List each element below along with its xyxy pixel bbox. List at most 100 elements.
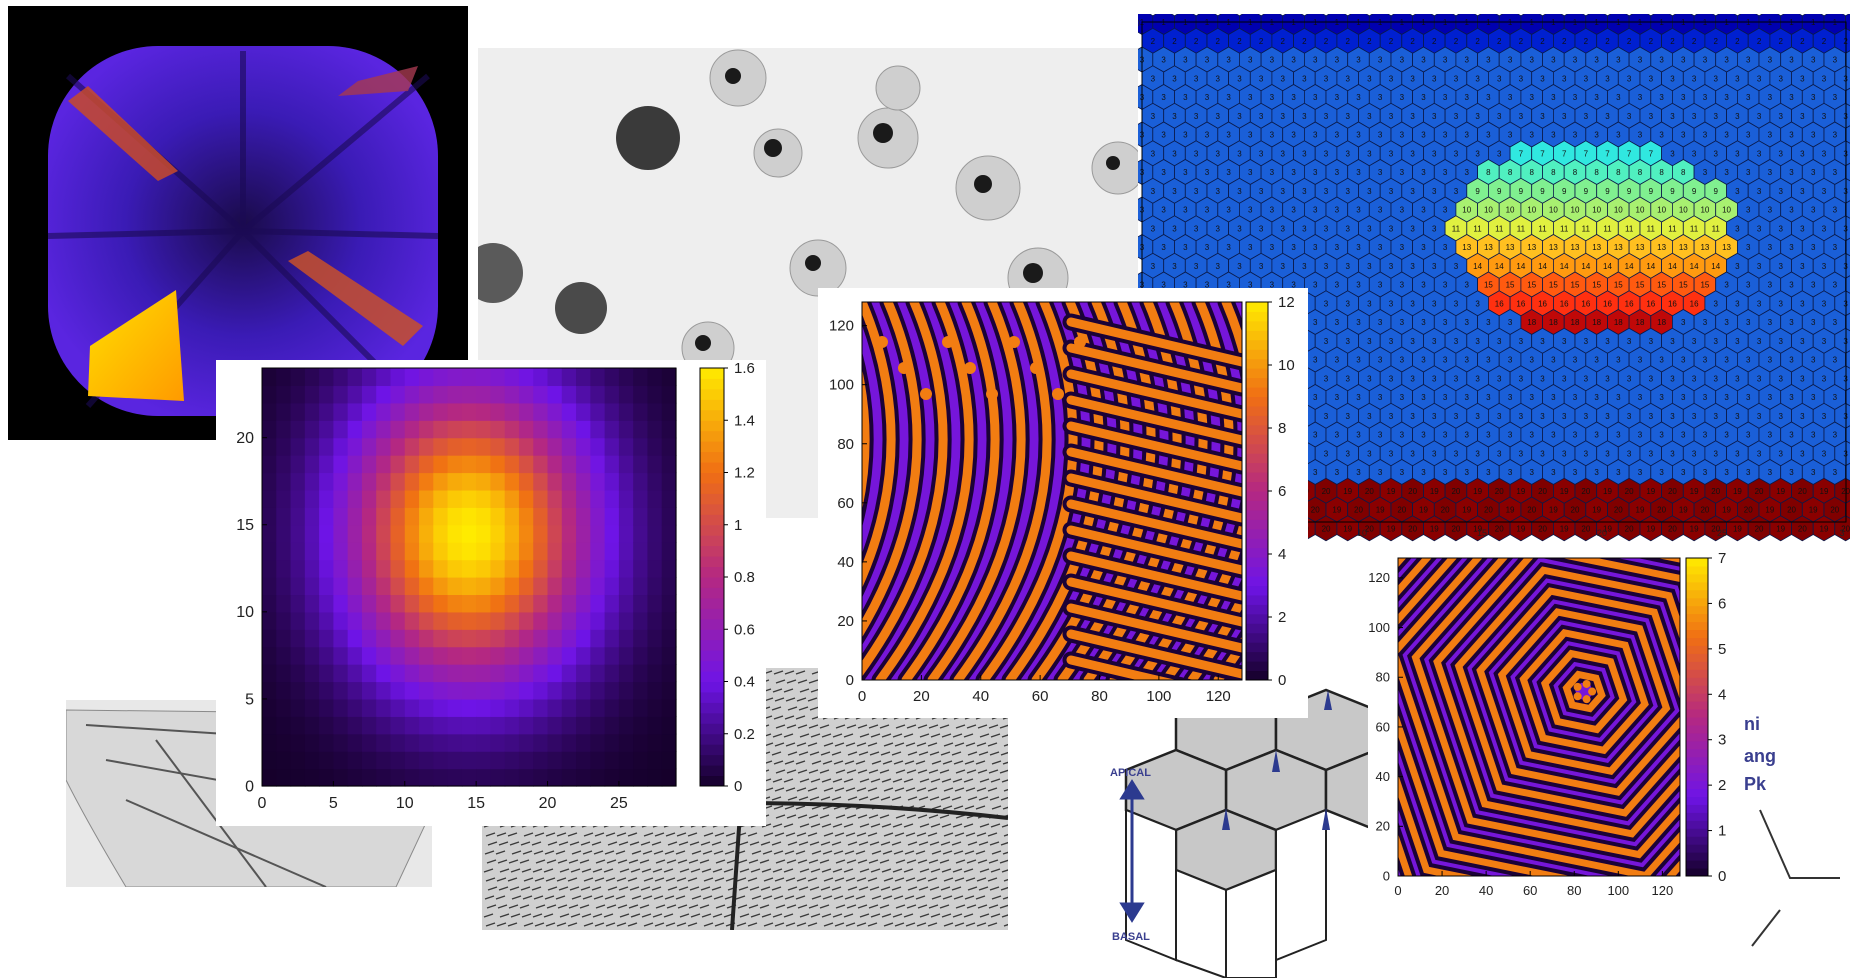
heatmap-cell (419, 646, 434, 665)
heatmap-cell (276, 681, 292, 700)
heatmap-cell (262, 524, 277, 543)
heatmap-cell (461, 664, 477, 683)
hex-cell-label: 3 (1584, 449, 1589, 458)
hex-cell-label: 3 (1421, 206, 1426, 215)
hex-cell-label: 3 (1443, 56, 1448, 65)
hex-cell-label: 3 (1345, 262, 1350, 271)
gaussian-x-tick-label: 0 (258, 795, 267, 812)
heatmap-cell (533, 698, 549, 717)
hex-cell-label: 13 (1614, 243, 1623, 252)
stripe-ridge (1562, 670, 1606, 713)
hex-cell-label: 3 (1172, 112, 1177, 121)
stripe-small-svg-y-tick-label: 20 (1376, 819, 1390, 834)
heatmap-cell (518, 629, 534, 648)
hex-cell-label: 3 (1410, 149, 1415, 158)
hex-cell-label: 8 (1659, 168, 1664, 177)
heatmap-cell (504, 768, 520, 787)
hex-cell-label: 2 (1627, 37, 1632, 46)
hex-cell-label: 3 (1454, 262, 1459, 271)
heatmap-cell (276, 611, 292, 630)
hex-cell-label: 3 (1486, 131, 1491, 140)
hex-cell-label: 3 (1226, 206, 1231, 215)
stripe-dot (920, 388, 932, 400)
colorbar-swatch (1686, 709, 1708, 718)
heatmap-cell (618, 577, 634, 596)
heatmap-cell (262, 594, 277, 613)
hex-cell-label: 3 (1746, 93, 1751, 102)
colorbar-swatch (1246, 405, 1268, 416)
heatmap-cell (618, 629, 634, 648)
colorbar-tick-label: 5 (1718, 641, 1726, 658)
hex-cell-label: 3 (1529, 356, 1534, 365)
hex-cell-label: 3 (1161, 93, 1166, 102)
stripe-ridge (1066, 447, 1242, 497)
hex-cell-label: 3 (1519, 112, 1524, 121)
hex-cell-label: 3 (1378, 93, 1383, 102)
heatmap-cell (633, 768, 649, 787)
heatmap-cell (504, 629, 520, 648)
hex-cell-label: 19 (1343, 524, 1352, 533)
colorbar-swatch (1686, 772, 1708, 782)
hex-cell-label: 3 (1421, 281, 1426, 290)
heatmap-cell (504, 524, 520, 543)
colorbar-swatch (1686, 629, 1708, 638)
stripe-dot (1588, 687, 1597, 696)
hex-cell-label: 13 (1549, 243, 1558, 252)
heatmap-cell (661, 611, 677, 630)
heatmap-cell (404, 489, 420, 508)
hex-cell-label: 3 (1161, 281, 1166, 290)
hex-cell-label: 3 (1540, 374, 1545, 383)
hex-cell-label: 3 (1454, 337, 1459, 346)
hex-cell-label: 19 (1690, 487, 1699, 496)
heatmap-cell (404, 455, 420, 474)
hex-cell-label: 3 (1551, 431, 1556, 440)
hex-cell-label: 3 (1584, 412, 1589, 421)
colorbar-swatch (700, 409, 724, 421)
colorbar-swatch (700, 493, 724, 505)
hex-cell-label: 3 (1443, 93, 1448, 102)
hex-cell-label: 19 (1765, 506, 1774, 515)
colorbar-tick-label: 7 (1718, 550, 1726, 567)
heatmap-cell (290, 559, 306, 578)
heatmap-cell (262, 629, 277, 648)
colorbar-swatch (1686, 868, 1708, 877)
hex-cell-label: 3 (1833, 356, 1838, 365)
heatmap-cell (347, 542, 363, 561)
hex-cell-label: 3 (1151, 112, 1156, 121)
hex-cell-label: 3 (1757, 337, 1762, 346)
heatmap-cell (604, 489, 620, 508)
hex-cell-label: 19 (1636, 506, 1645, 515)
heatmap-cell (290, 577, 306, 596)
hex-cell-label: 20 (1830, 506, 1839, 515)
hex-cell-label: 3 (1573, 131, 1578, 140)
heatmap-cell (376, 385, 392, 404)
hex-cell-label: 2 (1259, 37, 1264, 46)
hex-cell-label: 3 (1519, 337, 1524, 346)
hex-cell-label: 2 (1670, 37, 1675, 46)
hex-cell-label: 3 (1443, 431, 1448, 440)
heatmap-cell (561, 455, 577, 474)
heatmap-cell (618, 751, 634, 770)
hex-cell-label: 3 (1183, 281, 1188, 290)
hex-cell-label: 19 (1679, 506, 1688, 515)
heatmap-cell (490, 542, 506, 561)
hex-cell-label: 3 (1248, 93, 1253, 102)
heatmap-cell (576, 542, 591, 561)
gaussian-x-tick-label: 15 (467, 795, 485, 812)
hex-cell-label: 3 (1389, 74, 1394, 83)
hex-x-tick-label: 10 (1357, 528, 1367, 538)
heatmap-cell (561, 646, 577, 665)
hex-cell-label: 3 (1594, 93, 1599, 102)
hex-cell-label: 3 (1670, 149, 1675, 158)
colorbar-tick-label: 6 (1718, 595, 1726, 612)
hex-cell-label: 3 (1410, 412, 1415, 421)
colorbar-swatch (700, 535, 724, 547)
heatmap-cell (661, 455, 677, 474)
hex-cell-label: 3 (1410, 112, 1415, 121)
colorbar-swatch (1246, 434, 1268, 445)
heatmap-cell (262, 420, 277, 439)
heatmap-cell (262, 472, 277, 491)
hex-cell-label: 3 (1486, 431, 1491, 440)
heatmap-cell (390, 577, 406, 596)
hex-cell-label: 3 (1324, 74, 1329, 83)
